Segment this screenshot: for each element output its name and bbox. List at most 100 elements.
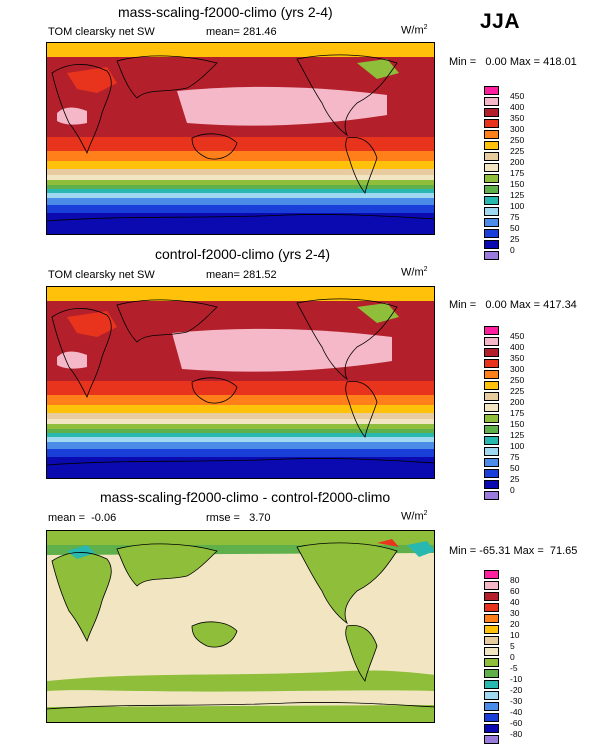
panel-3-title: mass-scaling-f2000-climo - control-f2000… [100, 489, 391, 505]
band-1-n [47, 198, 434, 205]
colorbar-tick-label: 10 [510, 630, 520, 640]
colorbar-tick-label: 350 [510, 113, 525, 123]
panel-3-map-svg [47, 531, 434, 722]
colorbar-swatch [484, 436, 499, 445]
colorbar-tick-label: 100 [510, 441, 525, 451]
panel-3-units: W/m2 [401, 510, 428, 523]
colorbar-swatch [484, 480, 499, 489]
colorbar-tick-label: 25 [510, 474, 520, 484]
colorbar-tick-label: 125 [510, 190, 525, 200]
colorbar-swatch [484, 163, 499, 172]
season-label: JJA [480, 10, 521, 33]
colorbar-tick-label: 400 [510, 102, 525, 112]
band-2-n [47, 457, 434, 478]
pink-region-pacific [177, 86, 387, 126]
colorbar-swatch [484, 240, 499, 249]
diff-red-patch [377, 539, 399, 547]
land-patch-north-america [357, 59, 399, 79]
diff-australia [192, 621, 237, 648]
colorbar-tick-label: 250 [510, 375, 525, 385]
colorbar-tick-label: 450 [510, 91, 525, 101]
colorbar-tick-label: 225 [510, 386, 525, 396]
colorbar-tick-label: 0 [510, 652, 515, 662]
band-1-f [47, 151, 434, 161]
colorbar-tick-label: 250 [510, 135, 525, 145]
colorbar-tick-label: 300 [510, 364, 525, 374]
land-patch-africa-north-2 [67, 311, 117, 337]
colorbar-tick-label: 225 [510, 146, 525, 156]
panel-1-colorbar-swatches [484, 86, 499, 260]
colorbar-tick-label: 40 [510, 597, 520, 607]
band-2-l [47, 442, 434, 449]
diff-asia [117, 543, 217, 586]
band-2-i [47, 429, 434, 433]
colorbar-tick-label: -5 [510, 663, 518, 673]
colorbar-swatch [484, 669, 499, 678]
pink-region-indian-2 [57, 351, 87, 369]
colorbar-swatch [484, 326, 499, 335]
diff-teal-patch-1 [67, 545, 95, 559]
band-2-d [47, 395, 434, 405]
colorbar-swatch [484, 392, 499, 401]
panel-2-minmax: Min = 0.00 Max = 417.34 [449, 299, 577, 311]
colorbar-swatch [484, 403, 499, 412]
band-2-e [47, 405, 434, 413]
colorbar-swatch [484, 636, 499, 645]
panel-2-colorbar: 450 400 350 300 250 225 200 175 150 125 100 75 50 25 0 [484, 326, 524, 502]
colorbar-tick-label: 75 [510, 212, 520, 222]
colorbar-swatch [484, 469, 499, 478]
colorbar-swatch [484, 680, 499, 689]
colorbar-tick-label: 350 [510, 353, 525, 363]
colorbar-swatch [484, 581, 499, 590]
coastlines-2 [47, 298, 434, 466]
band-2-k [47, 437, 434, 442]
band-2-h [47, 424, 434, 429]
colorbar-swatch [484, 603, 499, 612]
colorbar-tick-label: 5 [510, 641, 515, 651]
land-patch-north-america-2 [357, 303, 399, 323]
colorbar-swatch [484, 647, 499, 656]
colorbar-swatch [484, 702, 499, 711]
colorbar-tick-label: 125 [510, 430, 525, 440]
band-2-c [47, 381, 434, 395]
band-1-p [47, 213, 434, 234]
diff-southern-band [47, 670, 434, 692]
colorbar-tick-label: 25 [510, 234, 520, 244]
land-patch-africa-north [67, 67, 117, 93]
colorbar-tick-label: 175 [510, 408, 525, 418]
panel-2-title: control-f2000-climo (yrs 2-4) [155, 246, 331, 262]
band-1-j [47, 180, 434, 185]
colorbar-swatch [484, 592, 499, 601]
colorbar-tick-label: 150 [510, 179, 525, 189]
panel-2-units: W/m2 [401, 266, 428, 279]
colorbar-tick-label: 50 [510, 463, 520, 473]
coastlines-3 [47, 542, 434, 710]
band-2-a [47, 287, 434, 301]
colorbar-swatch [484, 196, 499, 205]
panel-3-map [46, 530, 435, 723]
colorbar-swatch [484, 735, 499, 744]
colorbar-swatch [484, 658, 499, 667]
panel-2-map-svg [47, 287, 434, 478]
colorbar-tick-label: 400 [510, 342, 525, 352]
colorbar-tick-label: 20 [510, 619, 520, 629]
colorbar-tick-label: 200 [510, 157, 525, 167]
diff-africa [52, 552, 112, 641]
colorbar-swatch [484, 337, 499, 346]
colorbar-tick-label: 0 [510, 485, 515, 495]
colorbar-swatch [484, 425, 499, 434]
colorbar-tick-label: 175 [510, 168, 525, 178]
colorbar-swatch [484, 152, 499, 161]
panel-1-colorbar: 450 400 350 300 250 225 200 175 150 125 100 75 50 25 0 [484, 86, 524, 262]
band-1-k [47, 185, 434, 189]
diff-arctic-band [47, 531, 434, 545]
colorbar-tick-label: -80 [510, 729, 523, 739]
colorbar-swatch [484, 713, 499, 722]
panel-2-field-label: TOM clearsky net SW [48, 269, 155, 281]
colorbar-tick-label: 300 [510, 124, 525, 134]
band-1-g [47, 161, 434, 169]
colorbar-tick-label: 200 [510, 397, 525, 407]
colorbar-swatch [484, 185, 499, 194]
band-2-j [47, 433, 434, 437]
colorbar-tick-label: 30 [510, 608, 520, 618]
